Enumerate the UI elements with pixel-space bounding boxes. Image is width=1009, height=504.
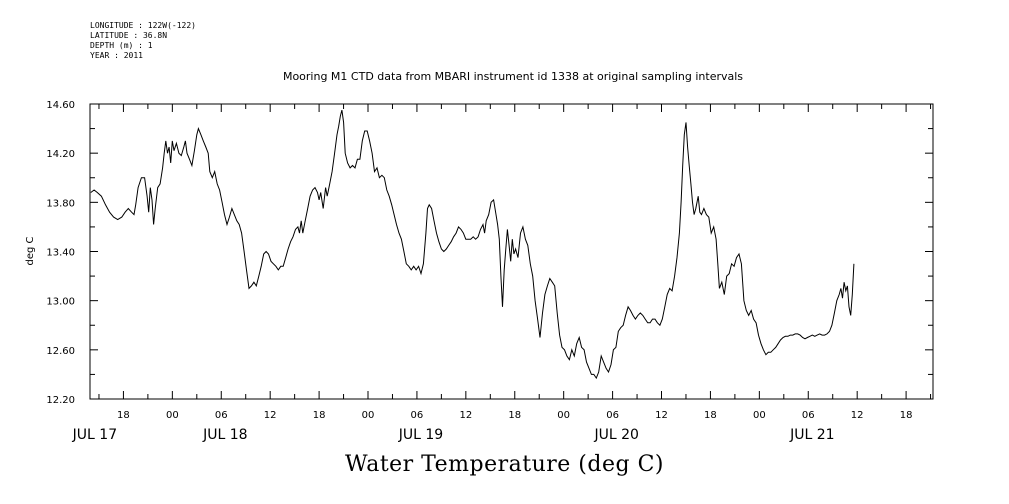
x-hour-label: 12: [851, 410, 864, 421]
y-tick-label: 13.00: [46, 297, 75, 308]
x-hour-label: 06: [802, 410, 815, 421]
x-hour-label: 06: [606, 410, 619, 421]
chart-bottom-title: Water Temperature (deg C): [345, 452, 664, 477]
meta-depth: DEPTH (m) : 1: [90, 41, 153, 50]
x-hour-label: 18: [900, 410, 913, 421]
meta-latitude: LATITUDE : 36.8N: [90, 31, 168, 40]
x-hour-label: 12: [459, 410, 472, 421]
water-temperature-line: [90, 109, 855, 380]
x-hour-label: 18: [313, 410, 326, 421]
x-day-label: JUL 19: [398, 427, 443, 443]
meta-longitude: LONGITUDE : 122W(-122): [90, 21, 196, 30]
chart-title: Mooring M1 CTD data from MBARI instrumen…: [283, 70, 743, 83]
x-hour-label: 12: [655, 410, 668, 421]
x-hour-label: 00: [166, 410, 179, 421]
meta-year: YEAR : 2011: [90, 51, 143, 60]
x-hour-label: 18: [117, 410, 130, 421]
x-hour-label: 12: [264, 410, 277, 421]
y-tick-label: 14.60: [46, 100, 75, 111]
x-day-label: JUL 21: [789, 427, 834, 443]
x-hour-label: 00: [753, 410, 766, 421]
y-tick-label: 14.20: [46, 149, 75, 160]
x-day-label: JUL 20: [593, 427, 638, 443]
y-tick-label: 13.40: [46, 248, 75, 259]
metadata-block: LONGITUDE : 122W(-122) LATITUDE : 36.8N …: [90, 21, 196, 61]
y-axis-label: deg C: [25, 236, 36, 265]
y-tick-label: 13.80: [46, 198, 75, 209]
x-hour-label: 00: [557, 410, 570, 421]
y-axis: 14.60 14.20 13.80 13.40 13.00 12.60 12.20: [46, 100, 933, 406]
x-day-label: JUL 18: [202, 427, 247, 443]
y-tick-label: 12.60: [46, 346, 75, 357]
x-day-label: JUL 17: [72, 427, 117, 443]
x-hour-label: 18: [508, 410, 521, 421]
x-hour-label: 18: [704, 410, 717, 421]
x-hour-label: 00: [362, 410, 375, 421]
x-hour-label: 06: [215, 410, 228, 421]
y-tick-label: 12.20: [46, 395, 75, 406]
x-hour-label: 06: [411, 410, 424, 421]
